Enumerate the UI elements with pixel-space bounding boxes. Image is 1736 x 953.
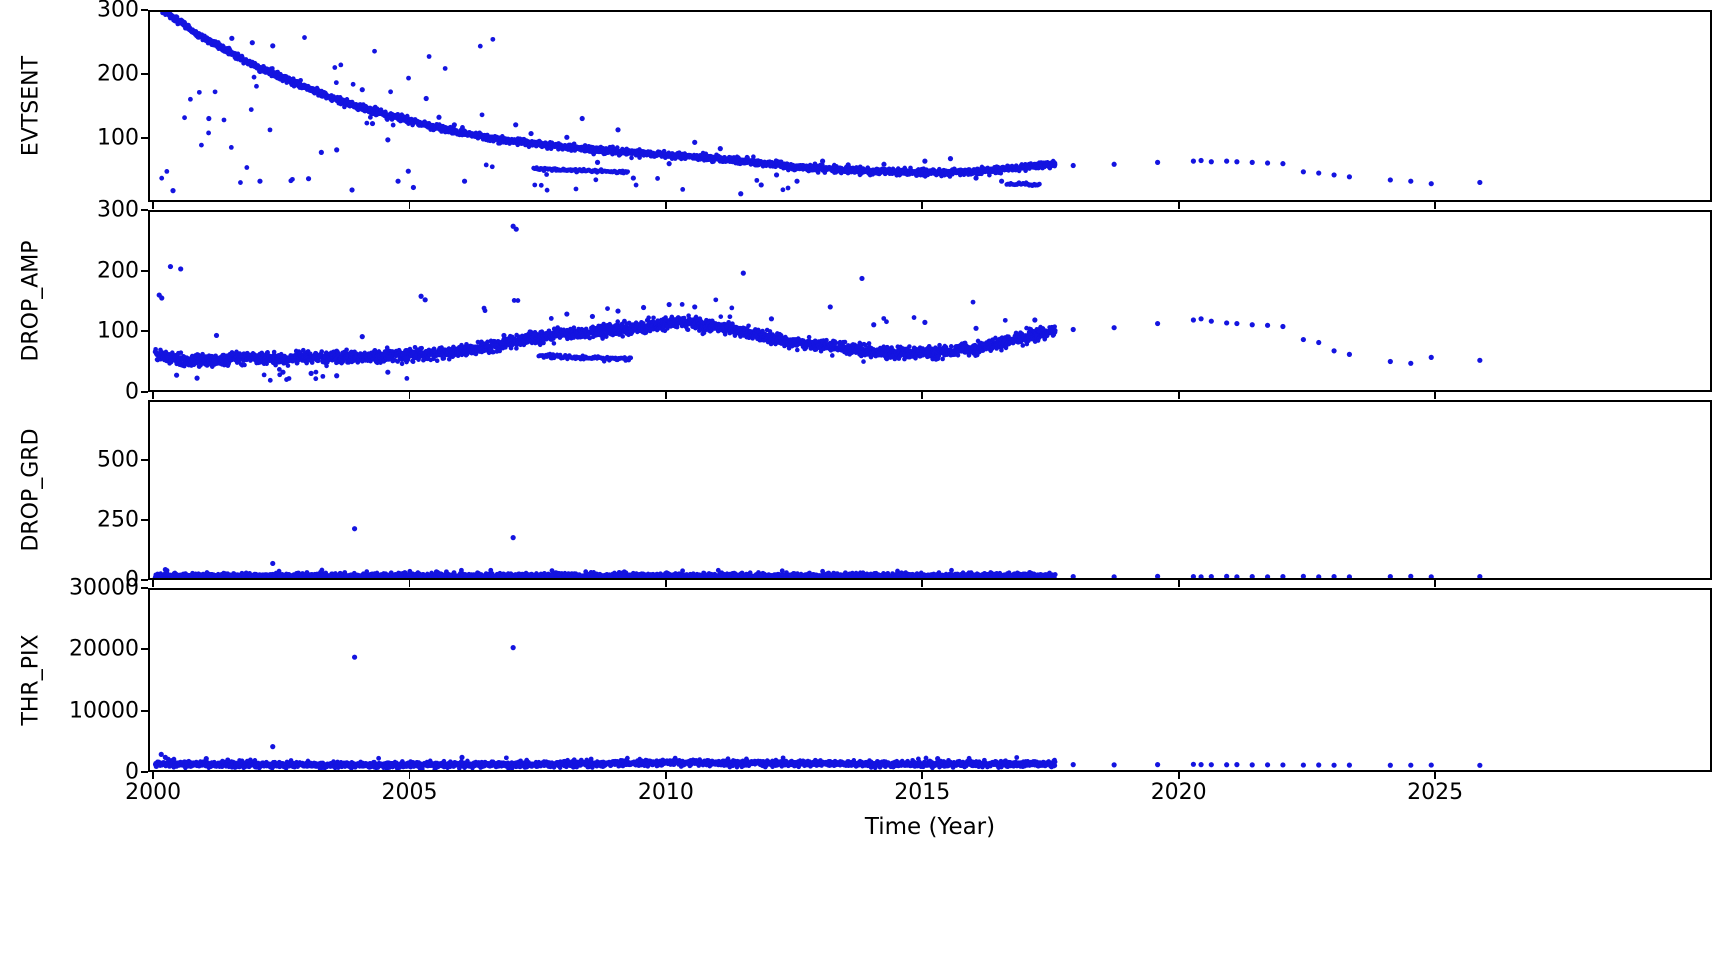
y-tick-label: 200 xyxy=(97,61,139,87)
y-tick-label: 300 xyxy=(97,197,139,223)
y-tick-label: 100 xyxy=(97,125,139,151)
y-tick-mark xyxy=(141,459,148,461)
x-tick-mark xyxy=(921,392,924,399)
y-tick-mark xyxy=(141,391,148,393)
x-tick-mark xyxy=(1177,580,1180,587)
y-tick-label: 100 xyxy=(97,318,139,344)
y-tick-mark xyxy=(141,648,148,651)
y-axis-title-drop-grd: DROP_GRD xyxy=(18,428,44,552)
x-tick-label: 2015 xyxy=(894,780,951,805)
y-tick-mark xyxy=(141,709,148,712)
x-tick-label: 2010 xyxy=(637,780,694,805)
y-tick-mark xyxy=(141,587,148,589)
y-tick-label: 300 xyxy=(97,0,139,23)
y-tick-mark xyxy=(141,579,148,581)
y-tick-mark xyxy=(141,209,148,211)
x-tick-mark xyxy=(152,580,154,587)
x-tick-mark xyxy=(1434,202,1436,209)
x-tick-mark xyxy=(1434,772,1436,779)
y-tick-label: 0 xyxy=(125,379,139,405)
x-tick-mark xyxy=(152,772,154,779)
scatter-canvas-thr-pix xyxy=(150,590,1710,770)
y-tick-mark xyxy=(141,9,148,11)
x-tick-mark xyxy=(408,392,411,399)
x-tick-mark xyxy=(152,392,154,399)
plot-area-drop-grd xyxy=(148,400,1712,580)
x-axis-title: Time (Year) xyxy=(864,814,996,840)
x-tick-mark xyxy=(665,580,667,587)
plot-area-drop-amp xyxy=(148,210,1712,392)
scatter-canvas-drop-amp xyxy=(150,212,1710,390)
y-tick-mark xyxy=(141,269,148,272)
y-tick-label: 250 xyxy=(97,507,139,533)
y-axis-title-drop-amp: DROP_AMP xyxy=(18,240,44,362)
y-tick-label: 500 xyxy=(97,447,139,473)
scatter-canvas-evtsent xyxy=(150,12,1710,200)
y-tick-mark xyxy=(141,330,148,333)
y-tick-mark xyxy=(141,519,148,521)
y-axis-title-thr-pix: THR_PIX xyxy=(18,634,44,726)
x-tick-mark xyxy=(921,772,924,779)
x-tick-mark xyxy=(408,580,411,587)
x-tick-mark xyxy=(408,202,411,209)
x-tick-label: 2025 xyxy=(1407,780,1464,805)
scatter-canvas-drop-grd xyxy=(150,402,1710,578)
y-tick-label: 10000 xyxy=(69,698,139,724)
x-tick-mark xyxy=(1177,772,1180,779)
y-tick-label: 200 xyxy=(97,258,139,284)
x-tick-label: 2020 xyxy=(1150,780,1207,805)
x-tick-mark xyxy=(1177,392,1180,399)
x-tick-mark xyxy=(1434,580,1436,587)
x-tick-label: 2000 xyxy=(125,780,182,805)
y-tick-mark xyxy=(141,137,148,139)
x-tick-mark xyxy=(921,580,924,587)
x-tick-label: 2005 xyxy=(381,780,438,805)
y-tick-mark xyxy=(141,771,148,773)
x-tick-mark xyxy=(665,392,667,399)
y-tick-mark xyxy=(141,73,148,75)
y-tick-label: 20000 xyxy=(69,636,139,662)
plot-area-evtsent xyxy=(148,10,1712,202)
x-tick-mark xyxy=(665,202,667,209)
x-tick-mark xyxy=(152,202,154,209)
y-tick-label: 0 xyxy=(125,567,139,593)
x-tick-mark xyxy=(921,202,924,209)
plot-area-thr-pix xyxy=(148,588,1712,772)
x-tick-mark xyxy=(408,772,411,779)
x-tick-mark xyxy=(1177,202,1180,209)
y-tick-label: 30000 xyxy=(69,575,139,601)
y-tick-label: 0 xyxy=(125,759,139,785)
y-axis-title-evtsent: EVTSENT xyxy=(18,55,44,157)
x-tick-mark xyxy=(1434,392,1436,399)
x-tick-mark xyxy=(665,772,667,779)
